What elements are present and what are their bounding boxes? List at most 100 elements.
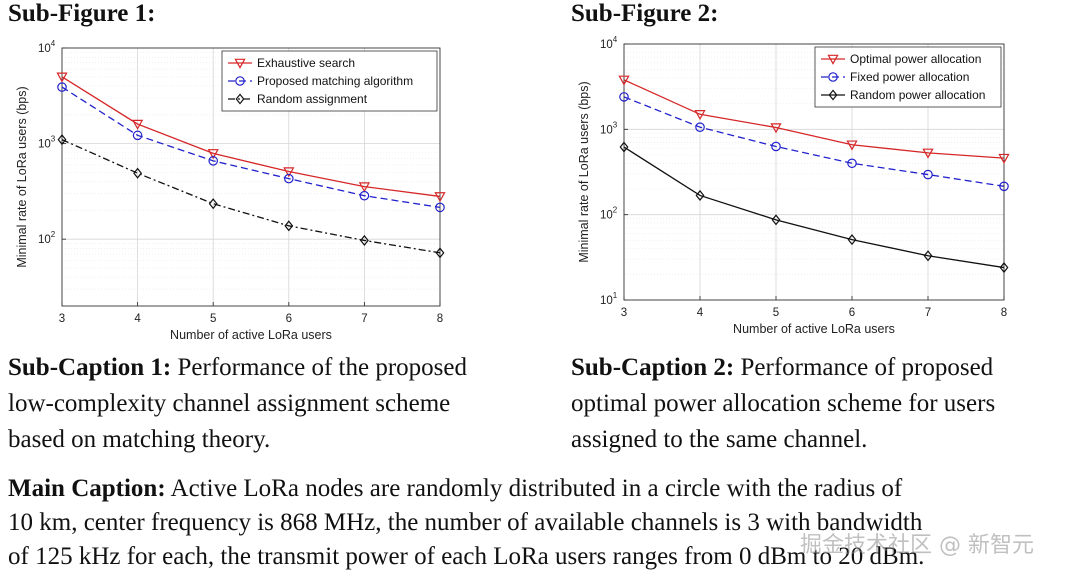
sub-caption-1-line-3: based on matching theory.	[8, 426, 271, 453]
c2-data-point	[770, 123, 782, 134]
c2-data-point	[999, 181, 1009, 192]
c1-data-point	[57, 134, 67, 146]
c2-x-axis-label: Number of active LoRa users	[733, 322, 895, 336]
subfigure-1-title: Sub-Figure 1:	[8, 0, 156, 27]
c2-y-tick-label: 104	[600, 35, 618, 51]
main-caption-label: Main Caption:	[8, 475, 166, 502]
c1-x-tick-label: 4	[134, 313, 141, 325]
c2-series-line	[623, 146, 1005, 269]
c2-data-point	[771, 141, 781, 152]
main-caption: Main Caption: Active LoRa nodes are rand…	[8, 472, 1078, 574]
c1-legend-label: Proposed matching algorithm	[257, 74, 413, 88]
c1-data-point	[57, 82, 67, 92]
sub-caption-2: Sub-Caption 2: Performance of proposed o…	[571, 350, 1076, 458]
c2-data-point	[847, 158, 857, 169]
c2-legend-label: Optimal power allocation	[850, 52, 981, 66]
c1-y-tick-label: 103	[38, 135, 56, 151]
c2-data-point	[771, 214, 781, 226]
c2-data-point	[619, 92, 629, 102]
c2-x-tick-label: 5	[773, 307, 779, 319]
c2-x-tick-label: 4	[697, 307, 704, 319]
c2-series-2	[619, 92, 1009, 192]
chart-1: 3 4 5 6 7 8 102 103 104 Number of active LoRa use…	[15, 39, 446, 342]
c1-data-point	[283, 167, 295, 178]
c1-legend-label: Exhaustive search	[257, 56, 355, 70]
c2-data-point	[923, 169, 933, 180]
c1-data-point	[283, 173, 294, 184]
c1-legend-box	[221, 50, 438, 112]
sub-caption-1: Sub-Caption 1: Performance of the propos…	[8, 350, 553, 458]
c2-legend-label: Random power allocation	[850, 88, 985, 102]
c1-legend-marker	[235, 93, 245, 105]
c2-data-point	[695, 122, 705, 132]
c1-x-tick-label: 6	[286, 313, 292, 325]
c2-legend-marker	[828, 72, 838, 82]
c2-data-point	[922, 148, 934, 159]
c2-data-point	[847, 234, 857, 246]
c2-x-tick-label: 6	[849, 307, 855, 319]
c2-series-line	[623, 96, 1005, 187]
c2-x-tick-label: 7	[925, 307, 931, 319]
c1-data-point	[284, 220, 294, 232]
sub-caption-1-line-2: low-complexity channel assignment scheme	[8, 390, 451, 417]
c1-data-point	[56, 72, 68, 83]
c1-x-tick-label: 5	[210, 313, 216, 325]
c1-legend-marker	[234, 58, 246, 69]
c1-data-point	[435, 202, 445, 213]
c1-y-axis-label: Minimal rate of LoRa users (bps)	[15, 86, 29, 267]
main-caption-line-2: 10 km, center frequency is 868 MHz, the …	[8, 509, 923, 536]
c2-data-point	[923, 250, 933, 262]
c2-legend: Optimal power allocation Fixed power allo…	[814, 46, 1002, 108]
c1-data-point	[435, 247, 445, 259]
c2-x-tick-label: 3	[621, 307, 627, 319]
c1-data-point	[132, 130, 143, 141]
c1-plot-frame	[61, 47, 441, 307]
c2-data-point	[695, 189, 705, 202]
main-caption-line-3: of 125 kHz for each, the transmit power …	[8, 543, 925, 570]
c2-data-point	[998, 153, 1010, 164]
c1-series-line	[61, 139, 441, 254]
c1-data-point	[208, 156, 218, 166]
sub-caption-1-line-1: Performance of the proposed	[171, 354, 467, 381]
c2-series-1	[618, 75, 1010, 164]
chart-2: 3 4 5 6 7 8 101 102 103 104 Number of active LoRa …	[577, 35, 1010, 336]
c1-series-3	[57, 134, 445, 259]
c2-data-point	[694, 110, 706, 121]
sub-caption-2-line-1: Performance of proposed	[734, 354, 994, 381]
c2-data-point	[846, 140, 858, 151]
subfigure-2-title: Sub-Figure 2:	[571, 0, 719, 27]
c1-y-tick-label: 102	[38, 230, 56, 246]
c1-data-point	[133, 167, 143, 179]
c1-data-point	[434, 192, 446, 203]
c1-x-axis-label: Number of active LoRa users	[170, 328, 332, 342]
c1-data-point	[359, 190, 370, 201]
sub-caption-2-line-3: assigned to the same channel.	[571, 426, 868, 453]
c1-legend: Exhaustive search Proposed matching algor…	[221, 50, 438, 112]
sub-caption-2-line-2: optimal power allocation scheme for user…	[571, 390, 996, 417]
c1-legend-marker	[235, 76, 245, 86]
c2-series-3	[619, 141, 1009, 274]
c2-x-tick-label: 8	[1001, 307, 1007, 319]
c2-legend-marker	[828, 89, 838, 101]
c2-plot-frame	[623, 43, 1005, 301]
c1-x-tick-label: 3	[59, 313, 65, 325]
c1-data-point	[131, 119, 144, 130]
c2-y-tick-label: 101	[600, 291, 618, 307]
c1-y-tick-label: 104	[38, 39, 56, 55]
c2-series-line	[623, 79, 1005, 159]
c2-y-tick-label: 102	[600, 206, 618, 222]
c2-data-point	[999, 261, 1009, 274]
main-caption-line-1: Active LoRa nodes are randomly distribut…	[165, 475, 903, 502]
c1-data-point	[207, 149, 219, 160]
c2-legend-box	[814, 46, 1002, 108]
c2-y-axis-label: Minimal rate of LoRa users (bps)	[577, 81, 591, 262]
c1-data-point	[359, 234, 369, 247]
sub-caption-2-label: Sub-Caption 2:	[571, 354, 735, 381]
c1-series-line	[61, 76, 441, 198]
c1-series-1	[56, 72, 446, 203]
c2-legend-marker	[827, 54, 839, 65]
c1-x-tick-label: 7	[361, 313, 367, 325]
c1-x-tick-label: 8	[437, 313, 443, 325]
c1-legend-label: Random assignment	[257, 92, 368, 106]
c2-data-point	[618, 75, 630, 86]
